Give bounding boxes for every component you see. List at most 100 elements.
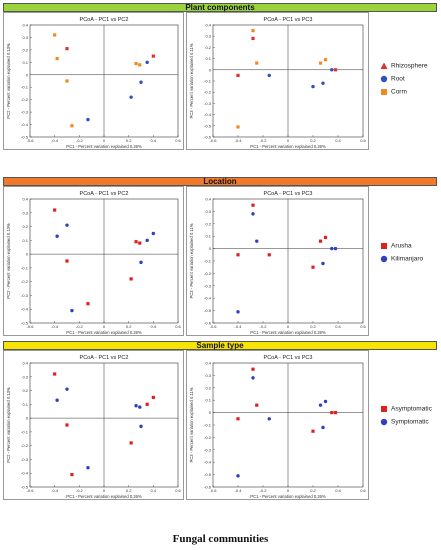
point-corm <box>70 124 74 128</box>
x-tick-label: 0.6 <box>360 138 366 143</box>
y-tick-label: -0.3 <box>21 293 29 298</box>
chart-title: PCoA - PC1 vs PC2 <box>80 191 129 197</box>
x-tick-label: 0 <box>103 138 106 143</box>
y-tick-label: 0.1 <box>205 234 211 239</box>
y-tick-label: 0.2 <box>22 388 28 393</box>
point-corm <box>255 61 259 65</box>
legend: Rhizosphere Root Corm <box>380 62 440 112</box>
point-arusha <box>251 203 255 207</box>
y-tick-label: -0.1 <box>21 265 29 270</box>
y-tick-label: 0.2 <box>205 385 211 390</box>
y-tick-label: -0.5 <box>21 321 29 326</box>
point-kilimanjaro <box>151 231 156 236</box>
legend-marker <box>380 75 388 83</box>
y-tick-label: 0 <box>26 252 29 257</box>
y-tick-label: -0.5 <box>21 135 29 140</box>
y-tick-label: 0.1 <box>205 398 211 403</box>
point-root <box>129 95 133 99</box>
point-arusha <box>53 208 57 212</box>
point-symptomatic <box>251 376 255 380</box>
chart-panel: PCoA - PC1 vs PC2 -0.6 -0.4 -0.2 0 0.2 0.4 0.6 -… <box>3 12 184 150</box>
x-tick-label: -0.4 <box>51 488 59 493</box>
y-tick-label: 0.1 <box>22 60 28 65</box>
x-tick-label: 0.4 <box>335 324 341 329</box>
x-tick-label: -0.2 <box>260 324 268 329</box>
x-tick-label: -0.4 <box>51 324 59 329</box>
legend-label: Rhizosphere <box>391 62 428 70</box>
chart-title: PCoA - PC1 vs PC3 <box>264 355 313 361</box>
legend-label: Kilimanjaro <box>391 255 424 263</box>
pcoa-pc1-pc3-chart: PCoA - PC1 vs PC3 -0.6 -0.4 -0.2 0 0.2 0.4 0.6 -… <box>189 17 367 149</box>
point-kilimanjaro <box>70 308 74 313</box>
y-tick-label: -0.1 <box>204 423 212 428</box>
pcoa-pc1-pc2-chart: PCoA - PC1 vs PC2 -0.6 -0.4 -0.2 0 0.2 0.4 0.6 -… <box>6 191 182 335</box>
point-symptomatic <box>318 403 323 407</box>
point-arusha <box>318 239 323 243</box>
x-tick-label: 0.4 <box>335 488 341 493</box>
y-tick-label: 0 <box>26 72 29 77</box>
x-tick-label: 0.2 <box>310 488 316 493</box>
y-tick-label: -0.2 <box>21 279 29 284</box>
legend: Asymptomatic Symptomatic <box>380 405 440 445</box>
x-tick-label: 0.4 <box>151 324 157 329</box>
x-tick-label: -0.2 <box>76 488 84 493</box>
x-axis-label: PC1 - Percent variation explained 0.26% <box>66 144 142 149</box>
y-tick-label: 0.2 <box>22 47 28 52</box>
point-arusha <box>134 240 138 244</box>
x-tick-label: 0.2 <box>310 138 316 143</box>
x-tick-label: 0.6 <box>175 324 181 329</box>
x-tick-label: -0.6 <box>210 324 218 329</box>
y-axis-label: PC2 - Percent variation explained 0.13% <box>6 387 11 463</box>
point-arusha <box>138 241 142 245</box>
y-tick-label: -0.1 <box>204 259 212 264</box>
legend-marker-triangle <box>380 62 388 69</box>
point-asymptomatic <box>255 403 259 407</box>
point-corm <box>65 79 69 83</box>
legend-marker <box>381 243 387 249</box>
point-kilimanjaro <box>251 212 255 216</box>
point-corm <box>251 29 255 33</box>
point-root <box>311 84 315 89</box>
y-tick-label: -0.5 <box>21 485 29 490</box>
point-root <box>267 73 271 78</box>
x-axis-label: PC1 - Percent variation explained 0.26% <box>250 330 326 335</box>
x-tick-label: -0.6 <box>210 138 218 143</box>
point-root <box>145 60 149 65</box>
y-tick-label: -0.6 <box>204 321 212 326</box>
x-tick-label: -0.6 <box>27 138 35 143</box>
x-axis-label: PC1 - Percent variation explained 0.26% <box>250 494 326 499</box>
x-tick-label: -0.4 <box>235 488 243 493</box>
y-tick-label: 0 <box>26 416 29 421</box>
chart-panel: PCoA - PC1 vs PC3 -0.6 -0.4 -0.2 0 0.2 0.4 0.6 -… <box>186 186 369 336</box>
point-asymptomatic <box>311 429 315 433</box>
section-title-sample-type: Sample type <box>3 341 437 350</box>
y-tick-label: 0 <box>209 67 212 72</box>
y-tick-label: -0.3 <box>204 447 212 452</box>
legend-item: Rhizosphere <box>380 62 428 70</box>
point-asymptomatic <box>65 423 69 427</box>
legend-marker <box>381 406 387 412</box>
point-corm <box>134 61 138 66</box>
y-tick-label: 0.4 <box>22 197 28 202</box>
y-tick-label: 0.4 <box>205 197 211 202</box>
y-tick-label: -0.2 <box>21 443 29 448</box>
point-symptomatic <box>267 417 271 421</box>
chart-panel: PCoA - PC1 vs PC2 -0.6 -0.4 -0.2 0 0.2 0.4 0.6 -… <box>3 350 184 500</box>
point-kilimanjaro <box>255 239 259 243</box>
pcoa-pc1-pc2-chart: PCoA - PC1 vs PC2 -0.6 -0.4 -0.2 0 0.2 0.4 0.6 -… <box>6 17 182 149</box>
y-axis-label: PC2 - Percent variation explained 0.13% <box>6 43 11 119</box>
y-tick-label: -0.6 <box>204 485 212 490</box>
y-tick-label: 0.4 <box>22 361 28 366</box>
chart-panel: PCoA - PC1 vs PC3 -0.6 -0.4 -0.2 0 0.2 0.4 0.6 -… <box>186 350 369 500</box>
point-arusha <box>65 259 69 263</box>
point-root <box>321 81 325 85</box>
point-arusha <box>267 253 271 257</box>
x-tick-label: 0.4 <box>335 138 341 143</box>
pcoa-pc1-pc2-chart: PCoA - PC1 vs PC2 -0.6 -0.4 -0.2 0 0.2 0.4 0.6 -… <box>6 355 182 499</box>
point-kilimanjaro <box>55 234 59 238</box>
y-tick-label: -0.4 <box>204 296 212 301</box>
x-axis-label: PC1 - Percent variation explained 0.26% <box>66 330 142 335</box>
point-kilimanjaro <box>333 246 338 251</box>
y-tick-label: 0.3 <box>205 209 211 214</box>
section-title-plant-components: Plant components <box>3 3 437 12</box>
